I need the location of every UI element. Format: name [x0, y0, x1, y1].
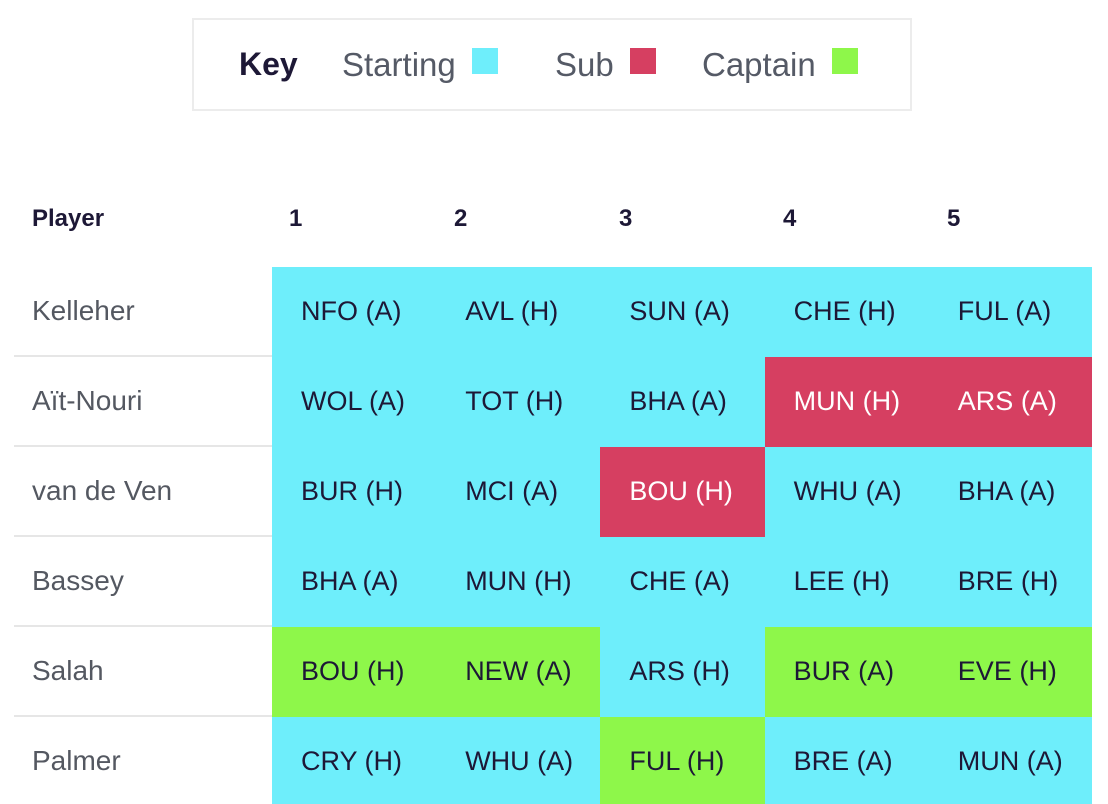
table-row: van de Ven BUR (H) MCI (A) BOU (H) WHU (A) BH… — [14, 447, 1092, 537]
gameweek-header-1: 1 — [289, 205, 303, 232]
fixture-cell: NEW (A) — [436, 627, 602, 717]
legend-key: Key Starting Sub Captain — [192, 18, 912, 111]
player-name: Palmer — [32, 745, 121, 776]
player-name: Aït-Nouri — [32, 385, 143, 416]
table-header: Player 1 2 3 4 5 — [0, 205, 1108, 245]
legend-label-captain: Captain — [702, 45, 816, 83]
fixture-cell: MCI (A) — [436, 447, 602, 537]
fixture-cell: AVL (H) — [436, 267, 602, 357]
player-name: van de Ven — [32, 475, 173, 506]
sub-color-swatch — [629, 47, 656, 74]
fixture-cell: ARS (A) — [928, 357, 1092, 447]
fixture-cell: CRY (H) — [272, 717, 438, 804]
row-divider — [14, 445, 272, 447]
row-divider — [14, 355, 272, 357]
row-divider — [14, 715, 272, 717]
fixture-cell: SUN (A) — [600, 267, 766, 357]
legend-item-sub: Sub — [555, 46, 656, 84]
gameweek-header-2: 2 — [454, 205, 468, 232]
legend-label-starting: Starting — [342, 45, 456, 83]
fixture-cell: WOL (A) — [272, 357, 438, 447]
fixture-cell: TOT (H) — [436, 357, 602, 447]
fixture-cell: MUN (H) — [436, 537, 602, 627]
fixture-cell: BOU (H) — [600, 447, 766, 537]
fixture-cell: EVE (H) — [928, 627, 1092, 717]
fixture-cell: MUN (A) — [928, 717, 1092, 804]
player-name: Kelleher — [32, 295, 135, 326]
fixture-cell: FUL (H) — [600, 717, 766, 804]
legend-item-captain: Captain — [702, 46, 858, 84]
fixture-cell: NFO (A) — [272, 267, 438, 357]
fixture-cell: BRE (H) — [928, 537, 1092, 627]
fixture-cell: ARS (H) — [600, 627, 766, 717]
fixture-cell: CHE (H) — [764, 267, 930, 357]
fixture-cell: BHA (A) — [272, 537, 438, 627]
starting-color-swatch — [471, 47, 498, 74]
fixture-cell: BHA (A) — [928, 447, 1092, 537]
fixture-cell: BOU (H) — [272, 627, 438, 717]
player-name: Salah — [32, 655, 104, 686]
legend-item-starting: Starting — [342, 46, 498, 84]
table-row: Bassey BHA (A) MUN (H) CHE (A) LEE (H) BRE (H… — [14, 537, 1092, 627]
row-divider — [14, 535, 272, 537]
fixture-cell: BUR (A) — [764, 627, 930, 717]
fixture-cell: CHE (A) — [600, 537, 766, 627]
gameweek-header-5: 5 — [947, 205, 961, 232]
fixture-cell: MUN (H) — [764, 357, 930, 447]
fixture-cell: BHA (A) — [600, 357, 766, 447]
legend-title: Key — [239, 46, 298, 82]
fixture-cell: WHU (A) — [436, 717, 602, 804]
fixture-cell: WHU (A) — [764, 447, 930, 537]
fixture-cell: LEE (H) — [764, 537, 930, 627]
fixture-cell: BRE (A) — [764, 717, 930, 804]
table-row: Aït-Nouri WOL (A) TOT (H) BHA (A) MUN (H) ARS… — [14, 357, 1092, 447]
row-divider — [14, 625, 272, 627]
table-row: Kelleher NFO (A) AVL (H) SUN (A) CHE (H) FUL … — [14, 267, 1092, 357]
gameweek-header-3: 3 — [619, 205, 633, 232]
table-row: Salah BOU (H) NEW (A) ARS (H) BUR (A) EVE (H) — [14, 627, 1092, 717]
player-column-header: Player — [32, 205, 105, 232]
player-name: Bassey — [32, 565, 124, 596]
fixture-cell: BUR (H) — [272, 447, 438, 537]
table-row: Palmer CRY (H) WHU (A) FUL (H) BRE (A) MUN (A… — [14, 717, 1092, 804]
legend-label-sub: Sub — [555, 45, 614, 83]
gameweek-header-4: 4 — [783, 205, 797, 232]
fixture-cell: FUL (A) — [928, 267, 1092, 357]
captain-color-swatch — [831, 47, 858, 74]
